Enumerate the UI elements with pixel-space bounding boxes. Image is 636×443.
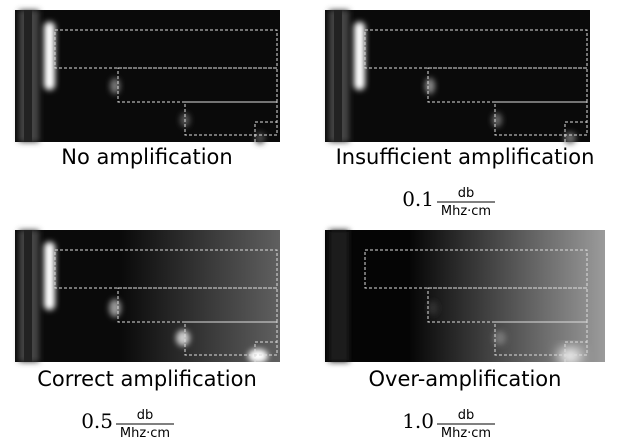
ultrasound-image xyxy=(15,230,280,363)
caption: No amplification xyxy=(61,145,232,169)
unit-denominator: Mhz·cm xyxy=(120,426,170,441)
caption: Correct amplification xyxy=(37,367,257,391)
unit-denominator: Mhz·cm xyxy=(441,204,491,219)
caption: Insufficient amplification xyxy=(336,145,595,169)
ultrasound-image xyxy=(15,10,280,144)
unit-numerator: db xyxy=(458,408,475,423)
unit-denominator: Mhz·cm xyxy=(441,426,491,441)
unit-numerator: db xyxy=(458,186,475,201)
ultrasound-image xyxy=(325,10,590,144)
ultrasound-image xyxy=(325,230,605,364)
unit-numerator: db xyxy=(137,408,154,423)
coefficient: 0.1 xyxy=(402,187,434,211)
coefficient: 1.0 xyxy=(402,409,434,433)
caption: Over-amplification xyxy=(369,367,562,391)
coefficient: 0.5 xyxy=(81,409,113,433)
